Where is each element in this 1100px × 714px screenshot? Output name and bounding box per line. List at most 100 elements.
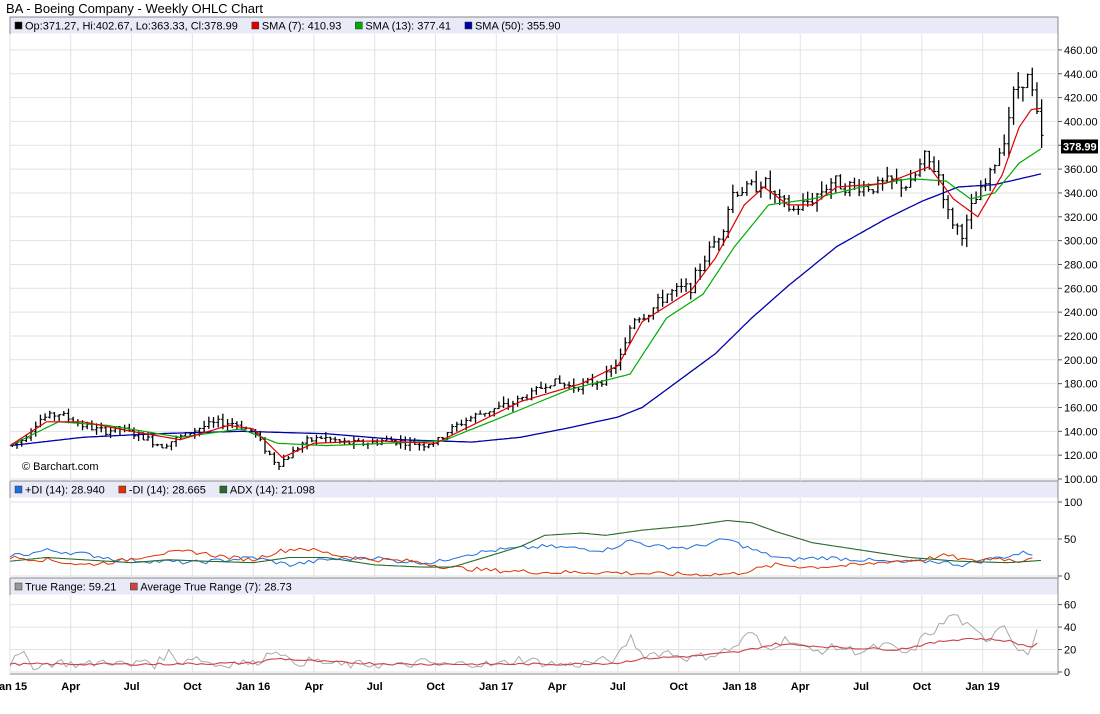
panel-frame-0 [9,16,1059,482]
y-tick-label-0-6: 340.00 [1064,188,1098,200]
ohlc-bar-102 [487,411,492,417]
ohlc-bar-34 [169,441,174,451]
ohlc-bar-104 [496,401,501,410]
ohlc-bar-39 [192,427,197,439]
x-tick-label-15: Oct [913,681,932,693]
ohlc-bar-10 [57,414,62,422]
legend-swatch-1-0 [14,485,23,494]
ohlc-bar-30 [150,435,155,448]
y-tick-label-0-15: 160.00 [1064,402,1098,414]
ohlc-bar-44 [216,415,221,428]
ohlc-bar-9 [52,412,57,421]
last-price-label: 378.99 [1063,141,1097,153]
ohlc-bar-168 [796,204,801,215]
legend-band-0 [10,17,1058,34]
y-tick-label-2-1: 40 [1064,622,1076,634]
ohlc-bar-174 [824,184,829,194]
ohlc-bar-118 [562,382,567,388]
ohlc-bar-32 [160,443,165,449]
ohlc-bar-43 [211,417,216,428]
y-tick-label-0-2: 420.00 [1064,93,1098,105]
ohlc-bar-175 [829,178,834,199]
ohlc-bar-74 [356,438,361,442]
ohlc-bar-20 [103,425,108,437]
ohlc-bar-218 [1030,67,1035,97]
y-tick-label-0-13: 200.00 [1064,355,1098,367]
ohlc-bar-179 [847,181,852,197]
ohlc-bar-41 [202,420,207,433]
ohlc-bar-130 [618,348,623,371]
y-tick-label-2-0: 60 [1064,600,1076,612]
ohlc-bar-42 [206,416,211,429]
ohlc-bar-199 [941,174,946,209]
ohlc-bar-157 [744,180,749,196]
x-tick-label-2: Jul [124,681,140,693]
y-tick-label-0-10: 260.00 [1064,283,1098,295]
ohlc-bar-155 [735,191,740,197]
legend-swatch-1-2 [219,485,228,494]
ohlc-bar-116 [553,378,558,387]
ohlc-bar-31 [155,443,160,447]
x-tick-label-9: Apr [548,681,568,693]
y-tick-label-2-2: 20 [1064,645,1076,657]
ohlc-bar-220 [1039,99,1044,149]
legend-label-0-2: SMA (13): 377.41 [365,21,451,33]
x-tick-label-3: Oct [183,681,202,693]
y-tick-label-1-2: 0 [1064,571,1070,583]
x-tick-label-0: Jan 15 [0,681,27,693]
ohlc-bar-113 [539,381,544,389]
x-tick-label-4: Jan 16 [236,681,270,693]
y-tick-label-0-1: 440.00 [1064,69,1098,81]
y-tick-label-0-9: 280.00 [1064,259,1098,271]
y-tick-label-0-0: 460.00 [1064,45,1098,57]
ohlc-bar-213 [1006,106,1011,158]
ohlc-bar-143 [679,278,684,293]
ohlc-bar-176 [833,175,838,193]
legend-swatch-0-3 [464,21,473,30]
ohlc-bar-140 [665,293,670,304]
legend-swatch-2-0 [14,582,23,591]
ohlc-bar-64 [309,437,314,443]
ohlc-bar-7 [43,413,48,422]
ohlc-bar-142 [674,283,679,297]
legend-label-1-2: ADX (14): 21.098 [230,485,315,497]
ohlc-bar-98 [468,415,473,422]
x-tick-label-13: Apr [791,681,811,693]
ohlc-bar-19 [99,422,104,433]
ohlc-bar-11 [61,410,66,417]
ohlc-bar-146 [693,267,698,294]
last-price-box [1061,139,1098,154]
ohlc-bar-103 [492,408,497,417]
ohlc-bar-147 [698,263,703,280]
ohlc-bar-195 [922,150,927,172]
ohlc-bar-96 [459,419,464,427]
ohlc-bar-18 [94,423,99,435]
sma50-line [9,173,1042,447]
ohlc-bar-115 [548,385,553,389]
y-tick-label-0-3: 400.00 [1064,116,1098,128]
ohlc-bar-138 [655,293,660,313]
ohlc-bar-100 [478,410,483,415]
ohlc-bar-167 [791,205,796,212]
ohlc-bar-132 [627,325,632,344]
watermark: © Barchart.com [22,461,99,473]
y-tick-label-0-7: 320.00 [1064,212,1098,224]
ohlc-bar-48 [234,421,239,430]
y-tick-label-0-5: 360.00 [1064,164,1098,176]
x-tick-label-16: Jan 19 [965,681,999,693]
ohlc-bar-112 [534,386,539,395]
y-tick-label-0-11: 240.00 [1064,307,1098,319]
ohlc-bar-55 [267,450,272,456]
minus-di-line [9,547,1033,577]
ohlc-bar-69 [333,436,338,443]
legend-swatch-0-2 [355,21,363,30]
sma13-line [9,148,1042,447]
adx-line [9,519,1042,568]
x-tick-label-14: Jul [853,681,869,693]
y-tick-label-2-3: 0 [1064,667,1070,679]
x-tick-label-10: Jul [610,681,626,693]
x-tick-label-12: Jan 18 [722,681,756,693]
y-tick-label-0-17: 120.00 [1064,450,1098,462]
ohlc-bar-150 [712,235,717,248]
ohlc-bar-71 [342,437,347,445]
